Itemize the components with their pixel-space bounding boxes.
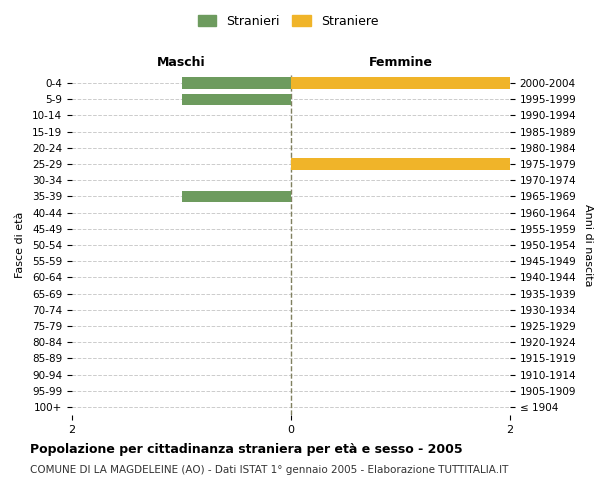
Bar	[182, 94, 291, 105]
Bar	[182, 78, 291, 89]
Text: Popolazione per cittadinanza straniera per età e sesso - 2005: Popolazione per cittadinanza straniera p…	[30, 442, 463, 456]
Bar	[291, 158, 510, 170]
Text: Maschi: Maschi	[157, 56, 206, 68]
Legend: Stranieri, Straniere: Stranieri, Straniere	[194, 11, 382, 32]
Text: Femmine: Femmine	[368, 56, 433, 68]
Bar	[291, 78, 510, 89]
Bar	[182, 191, 291, 202]
Y-axis label: Anni di nascita: Anni di nascita	[583, 204, 593, 286]
Y-axis label: Fasce di età: Fasce di età	[15, 212, 25, 278]
Text: COMUNE DI LA MAGDELEINE (AO) - Dati ISTAT 1° gennaio 2005 - Elaborazione TUTTITA: COMUNE DI LA MAGDELEINE (AO) - Dati ISTA…	[30, 465, 508, 475]
